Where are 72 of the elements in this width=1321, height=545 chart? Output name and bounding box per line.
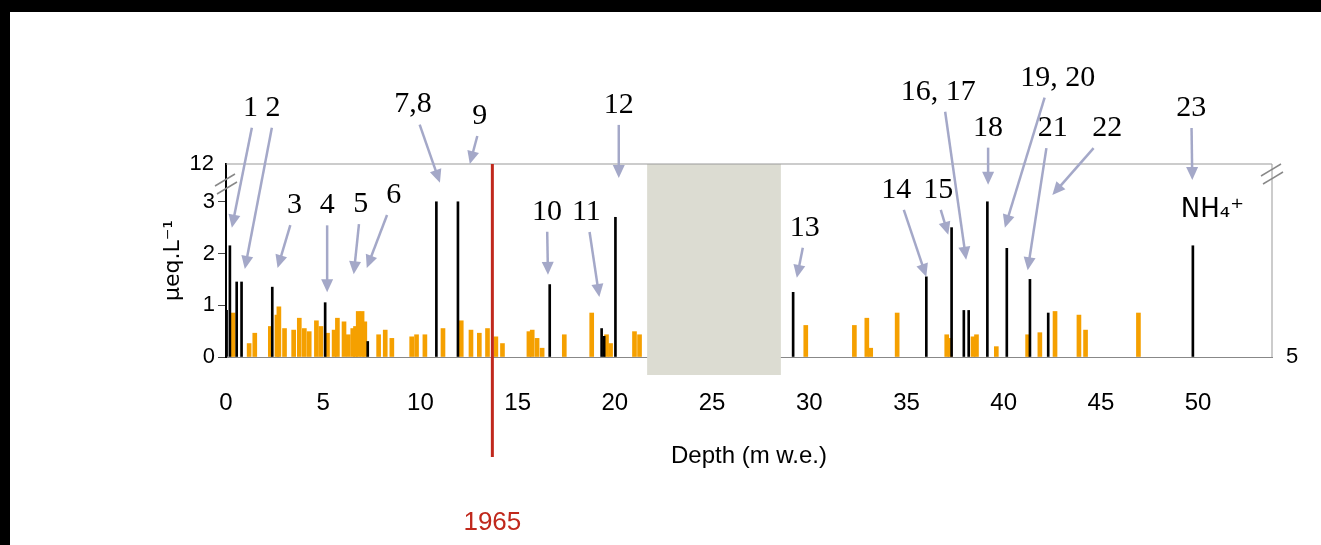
bar bbox=[614, 216, 617, 357]
text: 12 bbox=[603, 85, 634, 119]
y-tick-label: 2 bbox=[202, 239, 215, 265]
x-tick-label: 20 bbox=[601, 388, 629, 416]
annotation: 13 bbox=[789, 208, 820, 242]
bar bbox=[950, 227, 953, 357]
bar bbox=[589, 312, 595, 357]
bar bbox=[974, 334, 979, 357]
bar bbox=[382, 329, 388, 357]
text: 19, 20 bbox=[1020, 58, 1096, 92]
annotation: 3 bbox=[287, 185, 303, 219]
annotation: 4 bbox=[319, 186, 335, 220]
bar bbox=[561, 334, 567, 357]
y-axis-title: µeq.L⁻¹ bbox=[158, 219, 184, 302]
text: 22 bbox=[1092, 108, 1123, 142]
text: NH₄⁺ bbox=[1180, 192, 1244, 223]
x-tick-label: 10 bbox=[407, 388, 434, 416]
annotation: 5 bbox=[353, 185, 369, 219]
bar bbox=[270, 286, 274, 357]
text: 1 2 bbox=[243, 88, 281, 122]
text: 16, 17 bbox=[900, 72, 976, 106]
bar bbox=[458, 320, 464, 357]
bar bbox=[376, 334, 381, 357]
bar bbox=[986, 201, 989, 357]
bar bbox=[409, 336, 415, 357]
text: 5 bbox=[1286, 343, 1299, 369]
text: 1965 bbox=[463, 506, 522, 537]
x-tick-label: 50 bbox=[1184, 388, 1212, 416]
text: 23 bbox=[1176, 88, 1207, 122]
bar bbox=[240, 281, 243, 357]
bar bbox=[548, 284, 552, 357]
annotation: 6 bbox=[386, 175, 402, 209]
x-tick-label: 15 bbox=[504, 388, 531, 416]
bar bbox=[485, 328, 490, 357]
bar bbox=[600, 328, 603, 357]
bar bbox=[1136, 312, 1141, 357]
bar bbox=[993, 346, 999, 357]
bar bbox=[235, 281, 239, 357]
y-tick-label: 3 bbox=[202, 187, 215, 213]
annotation: 10 bbox=[531, 192, 562, 226]
x-tick-label: 25 bbox=[698, 388, 726, 416]
y-tick-label: 1 bbox=[202, 291, 215, 317]
bar bbox=[500, 343, 505, 357]
text: 7,8 bbox=[394, 85, 432, 119]
bar bbox=[967, 310, 971, 357]
bar bbox=[306, 331, 312, 357]
bar bbox=[366, 341, 370, 357]
text: 18 bbox=[973, 108, 1004, 142]
x-tick-label: 5 bbox=[316, 388, 330, 416]
bar bbox=[335, 317, 340, 357]
x-tick-label: 35 bbox=[893, 388, 920, 416]
annotation: 14 bbox=[881, 170, 912, 204]
bar bbox=[1083, 329, 1088, 357]
y-tick-label: 0 bbox=[202, 343, 215, 369]
bar bbox=[435, 201, 438, 357]
x-axis-title: Depth (m w.e.) bbox=[670, 441, 828, 469]
bar bbox=[314, 320, 319, 357]
bar bbox=[803, 325, 809, 357]
bar bbox=[1005, 248, 1009, 357]
x-tick-label: 45 bbox=[1087, 388, 1115, 416]
x-tick-label: 0 bbox=[219, 388, 233, 416]
bar bbox=[864, 317, 870, 357]
bar bbox=[1046, 312, 1050, 357]
x-tick-label: 30 bbox=[795, 388, 823, 416]
bar bbox=[477, 332, 482, 357]
text: 12 bbox=[189, 150, 214, 176]
annotation: 15 bbox=[923, 170, 954, 204]
annotation: 11 bbox=[571, 192, 601, 226]
text: 21 bbox=[1037, 109, 1068, 143]
x-tick-label: 40 bbox=[990, 388, 1018, 416]
text: 9 bbox=[472, 96, 488, 130]
bar bbox=[852, 325, 857, 357]
